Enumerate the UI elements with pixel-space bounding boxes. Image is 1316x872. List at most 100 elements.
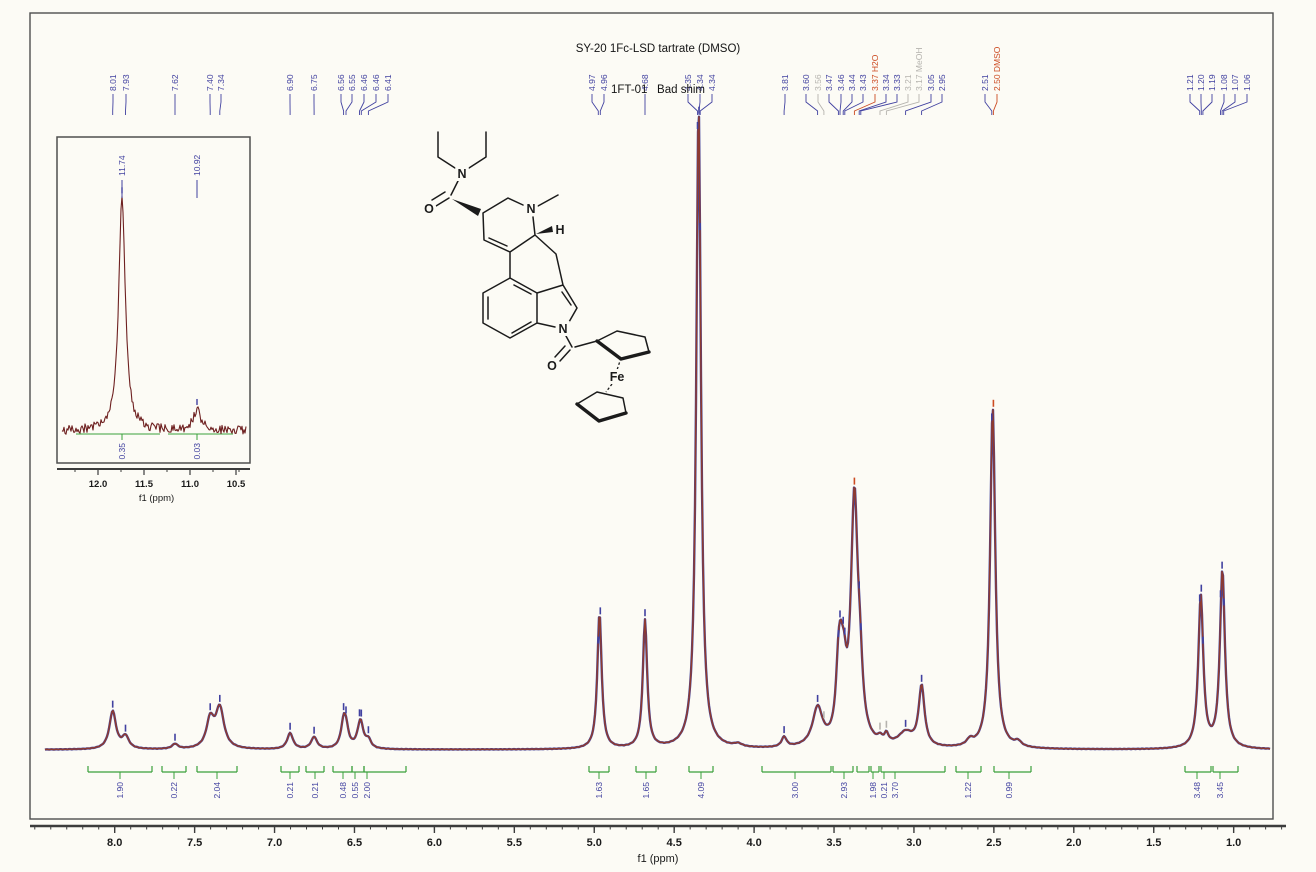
inset-axis-tick-label: 11.0: [181, 479, 199, 490]
x-axis-tick-label: 3.0: [906, 837, 921, 849]
integral-bracket: [161, 766, 187, 779]
integral-value: 0.99: [1004, 782, 1014, 799]
peak-leader-line: [360, 94, 377, 115]
spectrum-trace: [44, 115, 1271, 751]
integral-value: 1.22: [963, 782, 973, 799]
peak-leader-line: [783, 94, 786, 115]
peak-pick-label: 7.34: [216, 74, 226, 91]
x-axis-tick-label: 1.0: [1226, 837, 1241, 849]
peak-pick-label: 3.17 MeOH: [914, 48, 924, 91]
spectrum-title-line1: SY-20 1Fc-LSD tartrate (DMSO): [575, 43, 741, 56]
peak-pick-label: 6.46: [359, 74, 369, 91]
molecule-atom-label: Fe: [610, 370, 625, 384]
integral-bracket: [856, 766, 874, 779]
peak-leader-line: [340, 94, 345, 115]
peak-leader-line: [817, 94, 825, 115]
peak-leader-line: [359, 94, 365, 115]
integral-bracket: [870, 766, 885, 779]
spectrum-title-line2: 1FT-01 Bad shim: [611, 83, 705, 96]
peak-pick-label: 4.97: [587, 74, 597, 91]
integral-value: 2.93: [839, 782, 849, 799]
peak-leader-line: [1189, 94, 1201, 115]
peak-leader-line: [853, 94, 876, 115]
integral-bracket: [305, 766, 325, 779]
integral-bracket: [993, 766, 1032, 779]
peak-pick-label: 6.90: [285, 74, 295, 91]
integral-bracket: [196, 766, 238, 779]
x-axis-tick-label: 4.5: [667, 837, 682, 849]
peak-leader-line: [1220, 94, 1225, 115]
integral-value: 3.45: [1215, 782, 1225, 799]
integral-value: 4.09: [696, 782, 706, 799]
peak-pick-label: 7.62: [170, 74, 180, 91]
integral-bracket: [332, 766, 353, 779]
molecule-atom-label: N: [526, 202, 535, 216]
peak-leader-line: [858, 94, 887, 115]
peak-leader-line: [699, 94, 713, 115]
peak-leader-line: [591, 94, 599, 115]
peak-leader-line: [844, 94, 864, 115]
molecule-atom-label: N: [457, 167, 466, 181]
x-axis-tick-label: 7.5: [187, 837, 202, 849]
inset-trace: [61, 195, 247, 435]
peak-leader-line: [687, 94, 698, 115]
molecule-atom-label: H: [555, 223, 564, 237]
integral-value: 3.70: [890, 782, 900, 799]
peak-pick-label: 3.05: [926, 74, 936, 91]
peak-pick-label: 6.56: [336, 74, 346, 91]
peak-pick-label: 7.93: [121, 74, 131, 91]
integral-bracket: [588, 766, 610, 779]
peak-pick-label: 6.41: [383, 74, 393, 91]
fit-trace-blue: [44, 115, 1271, 751]
integral-bracket: [363, 766, 407, 779]
inset-peak-label: 11.74: [117, 155, 127, 176]
x-axis-tick-label: 1.5: [1146, 837, 1161, 849]
peak-leader-line: [1223, 94, 1248, 115]
x-axis-tick-label: 3.5: [826, 837, 841, 849]
integral-value: 0.48: [338, 782, 348, 799]
peak-pick-label: 3.43: [858, 74, 868, 91]
peak-leader-line: [839, 94, 842, 115]
peak-pick-label: 6.46: [371, 74, 381, 91]
peak-leader-line: [879, 94, 909, 115]
peak-leader-line: [219, 94, 222, 115]
integral-bracket: [1184, 766, 1212, 779]
inset-axis-tick-label: 12.0: [89, 479, 108, 490]
peak-pick-label: 3.46: [836, 74, 846, 91]
integral-value: 0.21: [310, 782, 320, 799]
integral-bracket: [87, 766, 153, 779]
x-axis-tick-label: 2.0: [1066, 837, 1081, 849]
molecule-wedge-bond: [452, 199, 481, 216]
peak-pick-label: 3.34: [881, 74, 891, 91]
x-axis-tick-label: 6.0: [427, 837, 442, 849]
integral-value: 0.21: [879, 782, 889, 799]
peak-pick-label: 4.34: [695, 74, 705, 91]
x-axis-tick-label: 8.0: [107, 837, 122, 849]
inset-peak-label: 10.92: [192, 154, 202, 176]
integral-value: 1.90: [115, 782, 125, 799]
molecule-structure: [431, 131, 651, 423]
x-axis-tick-label: 5.5: [507, 837, 522, 849]
peak-leader-line: [367, 94, 389, 115]
peak-leader-line: [905, 94, 932, 115]
peak-leader-line: [805, 94, 819, 115]
integral-value: 0.22: [169, 782, 179, 799]
peak-leader-line: [885, 94, 920, 115]
molecule-atom-label: O: [547, 359, 557, 373]
peak-pick-label: 3.60: [801, 74, 811, 91]
integral-bracket: [880, 766, 946, 779]
peak-pick-label: 6.55: [347, 74, 357, 91]
peak-leader-line: [828, 94, 839, 115]
x-axis-tick-label: 7.0: [267, 837, 282, 849]
peak-pick-label: 3.33: [892, 74, 902, 91]
peak-pick-label: 3.81: [780, 74, 790, 91]
integral-bracket: [761, 766, 832, 779]
peak-pick-label: 3.21: [903, 74, 913, 91]
peak-pick-label: 8.01: [108, 74, 118, 91]
peak-pick-label: 3.47: [824, 74, 834, 91]
inset-integral-value: 0.35: [117, 443, 127, 460]
integral-bracket: [280, 766, 300, 779]
peak-pick-label: 2.95: [937, 74, 947, 91]
inset-integral-value: 0.03: [192, 443, 202, 460]
